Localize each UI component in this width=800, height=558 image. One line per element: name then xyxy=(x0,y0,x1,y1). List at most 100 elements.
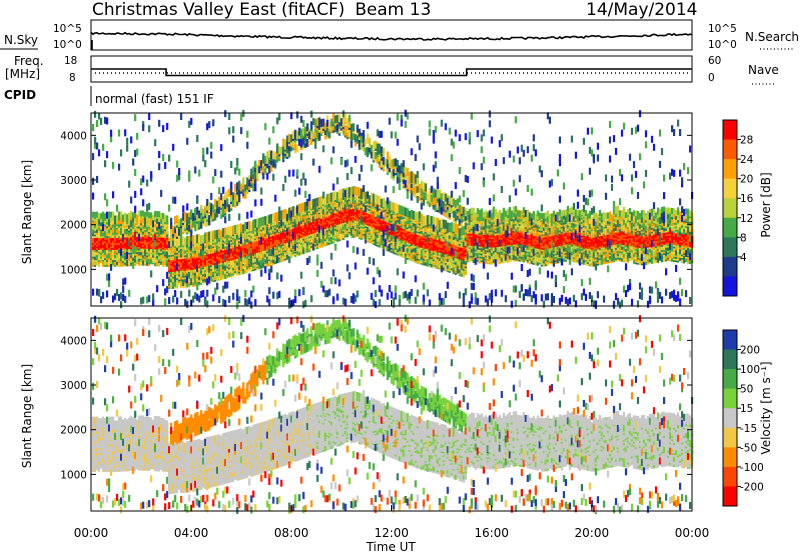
power-cell xyxy=(186,213,188,221)
power-cell xyxy=(164,298,166,305)
power-cell xyxy=(403,207,405,216)
power-cell xyxy=(288,241,290,248)
power-cell xyxy=(360,136,362,143)
power-cell xyxy=(332,269,334,276)
power-cell xyxy=(224,110,226,117)
power-cell xyxy=(268,138,270,145)
power-cell xyxy=(140,210,142,216)
power-cell xyxy=(166,123,168,130)
power-cell xyxy=(112,212,114,218)
power-cell xyxy=(204,299,206,306)
power-cell xyxy=(142,199,144,206)
power-cell xyxy=(381,131,383,138)
power-cell xyxy=(415,275,417,282)
power-cell xyxy=(248,221,250,230)
power-cell xyxy=(377,205,379,212)
power-cell xyxy=(180,228,182,235)
power-cell xyxy=(391,202,393,211)
power-cell xyxy=(306,218,308,225)
power-cell xyxy=(318,166,320,173)
power-cell xyxy=(296,131,298,139)
power-cell xyxy=(280,147,282,155)
power-cell xyxy=(188,290,190,297)
power-cell xyxy=(300,153,302,160)
power-cell xyxy=(344,114,346,122)
power-cell xyxy=(367,192,369,199)
power-cell xyxy=(326,290,328,297)
power-cell xyxy=(411,176,413,183)
power-cell xyxy=(379,131,381,138)
power-cell xyxy=(150,270,152,277)
power-cell xyxy=(96,289,98,296)
power-cell xyxy=(146,179,148,186)
power-cell xyxy=(252,167,254,175)
power-cell xyxy=(208,266,210,273)
power-cell xyxy=(230,226,232,235)
power-cell xyxy=(234,239,236,246)
power-cell xyxy=(356,135,358,142)
power-cell xyxy=(96,176,98,183)
power-cell xyxy=(318,197,320,206)
power-cell xyxy=(397,160,399,168)
power-cell xyxy=(108,280,110,287)
power-cell xyxy=(190,278,192,285)
power-cell xyxy=(140,298,142,305)
power-cell xyxy=(200,235,202,244)
power-cell xyxy=(348,187,350,196)
power-cell xyxy=(158,222,160,229)
power-cell xyxy=(114,293,116,300)
power-cell xyxy=(204,206,206,214)
power-cell xyxy=(274,195,276,202)
power-cell xyxy=(270,151,272,159)
power-cell xyxy=(110,264,112,271)
power-cell xyxy=(176,239,178,248)
power-cell xyxy=(176,175,178,182)
nsearch-tick-bottom: 10^0 xyxy=(708,39,737,51)
power-cell xyxy=(326,196,328,203)
power-cell xyxy=(236,224,238,233)
power-cell xyxy=(122,278,124,285)
power-cell xyxy=(322,228,324,235)
power-cell xyxy=(224,228,226,237)
power-cell xyxy=(354,263,356,270)
power-cell xyxy=(338,114,340,122)
power-cell xyxy=(176,161,178,168)
power-cell xyxy=(194,276,196,283)
power-cell xyxy=(298,289,300,296)
nsky-tick-bottom: 10^0 xyxy=(53,39,82,51)
power-cell xyxy=(268,273,270,280)
power-cell xyxy=(146,211,148,217)
power-cell xyxy=(228,248,230,255)
power-cell xyxy=(112,191,114,198)
power-cell xyxy=(375,152,377,159)
power-cell xyxy=(350,167,352,174)
power-cell xyxy=(122,234,124,241)
power-cell xyxy=(407,208,409,217)
power-cell xyxy=(268,215,270,224)
power-cell xyxy=(395,203,397,212)
power-cell xyxy=(393,225,395,232)
power-cell xyxy=(344,125,346,133)
power-cell xyxy=(300,272,302,279)
power-cell xyxy=(324,196,326,205)
power-cell xyxy=(116,216,118,222)
power-cell xyxy=(178,219,180,227)
power-cell xyxy=(196,283,198,290)
power-cell xyxy=(176,215,178,223)
power-cell xyxy=(172,226,174,234)
power-cell xyxy=(128,181,130,188)
power-cell xyxy=(190,209,192,217)
power-cell xyxy=(228,227,230,236)
power-cell xyxy=(296,206,298,213)
power-cell xyxy=(204,160,206,167)
power-cell xyxy=(234,168,236,175)
power-cell xyxy=(140,188,142,195)
power-cell xyxy=(244,185,246,192)
power-cell xyxy=(395,293,397,300)
power-cell xyxy=(218,296,220,303)
power-cell xyxy=(346,159,348,166)
power-cell xyxy=(182,205,184,212)
power-cell xyxy=(202,209,204,217)
power-cell xyxy=(228,296,230,303)
power-cell xyxy=(214,169,216,176)
